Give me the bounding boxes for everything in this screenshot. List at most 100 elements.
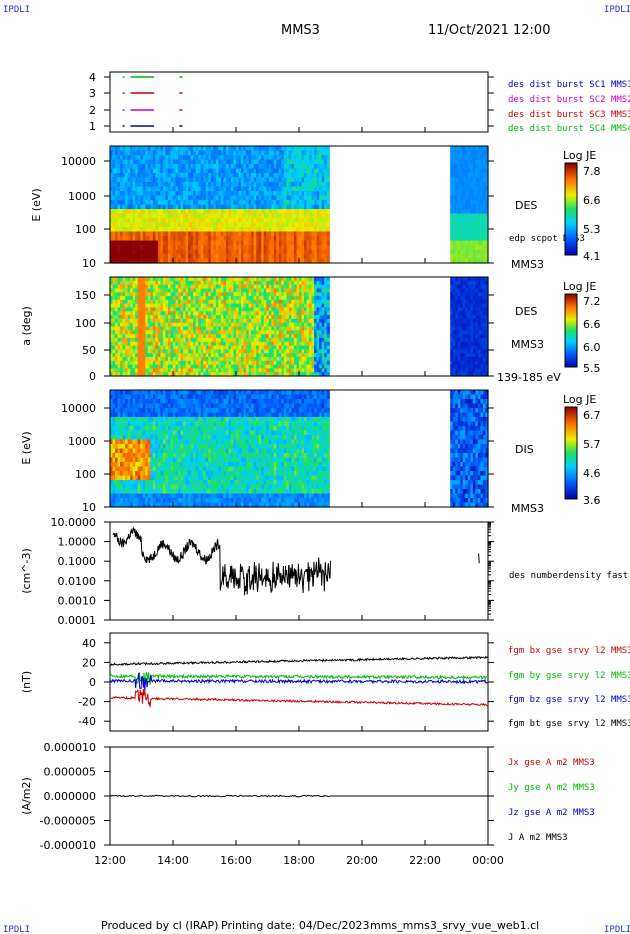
heatmap-cell: [185, 356, 189, 362]
heatmap-cell: [130, 334, 134, 339]
heatmap-cell: [475, 159, 479, 165]
heatmap-cell: [155, 360, 159, 366]
heatmap-cell: [304, 182, 308, 188]
heatmap-cell: [314, 240, 318, 246]
heatmap-cell: [120, 280, 124, 286]
heatmap-cell: [472, 236, 476, 242]
heatmap-cell: [288, 236, 293, 242]
heatmap-cell: [220, 155, 224, 161]
heatmap-cell: [203, 155, 207, 161]
heatmap-cell: [457, 146, 461, 152]
heatmap-cell: [225, 330, 230, 335]
heatmap-cell: [122, 322, 126, 328]
heatmap-cell: [173, 218, 177, 224]
heatmap-cell: [268, 356, 272, 362]
heatmap-cell: [147, 360, 151, 366]
heatmap-cell: [278, 326, 282, 331]
heatmap-cell: [296, 240, 300, 246]
heatmap-cell: [120, 292, 124, 297]
heatmap-cell: [115, 345, 119, 350]
heatmap-cell: [195, 326, 199, 331]
heatmap-cell: [311, 213, 315, 219]
heatmap-cell: [248, 173, 252, 179]
heatmap-cell: [122, 334, 126, 339]
heatmap-cell: [223, 372, 227, 377]
heatmap-cell: [213, 191, 217, 197]
heatmap-cell: [162, 218, 167, 224]
heatmap-cell: [263, 168, 267, 174]
heatmap-cell: [132, 173, 136, 179]
heatmap-cell: [238, 245, 242, 251]
heatmap-cell: [223, 284, 227, 290]
heatmap-cell: [142, 173, 146, 179]
heatmap-cell: [241, 288, 245, 293]
heatmap-cell: [130, 191, 134, 197]
heatmap-cell: [236, 322, 240, 328]
heatmap-cell: [321, 245, 325, 251]
heatmap-cell: [291, 168, 295, 174]
heatmap-cell: [281, 322, 285, 328]
heatmap-cell: [319, 191, 323, 197]
heatmap-cell: [120, 258, 124, 264]
heatmap-cell: [324, 195, 328, 201]
heatmap-cell: [122, 195, 126, 201]
heatmap-cell: [162, 164, 167, 170]
heatmap-cell: [167, 372, 172, 377]
heatmap-cell: [160, 322, 164, 328]
heatmap-cell: [210, 318, 214, 324]
heatmap-cell: [208, 254, 212, 260]
heatmap-cell: [309, 186, 313, 192]
heatmap-cell: [195, 341, 199, 347]
heatmap-cell: [230, 288, 235, 293]
heatmap-cell: [246, 155, 250, 161]
heatmap-cell: [450, 222, 454, 228]
heatmap-cell: [291, 227, 295, 233]
heatmap-cell: [195, 296, 199, 301]
heatmap-cell: [253, 368, 257, 373]
heatmap-cell: [112, 334, 116, 339]
heatmap-cell: [178, 240, 182, 246]
heatmap-cell: [115, 231, 119, 237]
heatmap-cell: [130, 249, 134, 255]
heatmap-cell: [228, 277, 232, 282]
heatmap-cell: [316, 231, 320, 237]
heatmap-cell: [462, 150, 466, 156]
heatmap-cell: [457, 209, 461, 215]
heatmap-cell: [276, 337, 280, 343]
heatmap-cell: [160, 195, 164, 201]
heatmap-cell: [326, 204, 330, 210]
heatmap-cell: [258, 164, 262, 170]
heatmap-cell: [170, 150, 174, 156]
heatmap-cell: [193, 326, 197, 331]
heatmap-cell: [319, 155, 323, 161]
heatmap-cell: [246, 337, 250, 343]
heatmap-cell: [228, 249, 232, 255]
heatmap-cell: [261, 292, 265, 297]
heatmap-cell: [465, 209, 469, 215]
heatmap-cell: [188, 330, 192, 335]
heatmap-cell: [147, 326, 151, 331]
heatmap-cell: [162, 191, 167, 197]
heatmap-cell: [261, 315, 265, 320]
heatmap-cell: [485, 146, 489, 152]
heatmap-cell: [135, 326, 139, 331]
heatmap-cell: [253, 146, 257, 152]
heatmap-cell: [208, 356, 212, 362]
heatmap-cell: [306, 231, 310, 237]
heatmap-cell: [203, 356, 207, 362]
heatmap-cell: [475, 146, 479, 152]
heatmap-cell: [225, 288, 230, 293]
heatmap-cell: [112, 204, 116, 210]
heatmap-cell: [324, 146, 328, 152]
heatmap-cell: [147, 236, 151, 242]
heatmap-cell: [241, 284, 245, 290]
heatmap-cell: [485, 240, 489, 246]
heatmap-cell: [125, 364, 129, 369]
heatmap-cell: [180, 200, 184, 206]
heatmap-cell: [210, 236, 214, 242]
heatmap-cell: [110, 299, 114, 305]
heatmap-cell: [213, 150, 217, 156]
heatmap-cell: [115, 364, 119, 369]
heatmap-cell: [455, 204, 459, 210]
heatmap-cell: [147, 191, 151, 197]
